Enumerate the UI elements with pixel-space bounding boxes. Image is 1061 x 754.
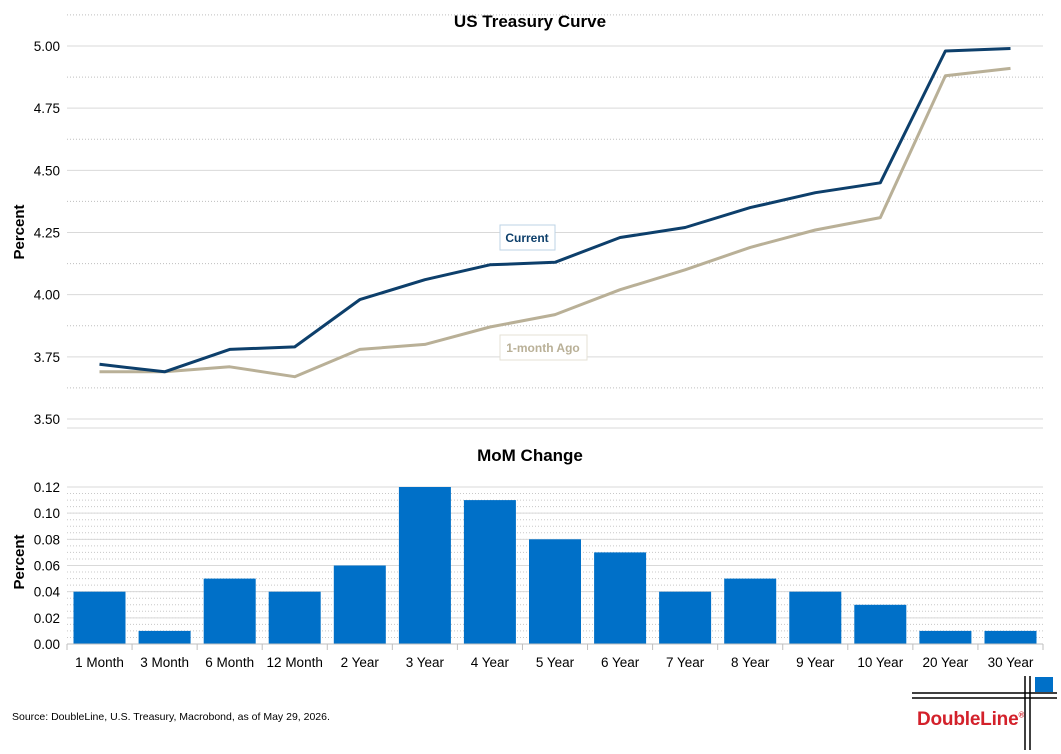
bar-chart-y-axis: 0.00 0.02 0.04 0.06 0.08 0.10 0.12: [34, 480, 61, 652]
bar-9-year: [789, 591, 842, 644]
bar-3-month: [138, 630, 191, 644]
legend-current-box: [499, 224, 556, 251]
bar-2-year: [333, 565, 386, 644]
bar-y-tick-label: 0.06: [34, 559, 60, 574]
x-tick-label: 3 Month: [140, 655, 189, 670]
bar-y-tick-label: 0.08: [34, 532, 60, 547]
x-tick-label: 5 Year: [536, 655, 575, 670]
line-y-tick-label: 4.50: [34, 163, 60, 178]
logo-crosshair-icon: [912, 676, 1057, 750]
line-chart-title: US Treasury Curve: [454, 12, 606, 31]
bar-y-tick-label: 0.00: [34, 637, 60, 652]
logo-accent-square: [1035, 677, 1053, 692]
line-chart-series: [99, 47, 1011, 379]
x-tick-label: 20 Year: [922, 655, 968, 670]
line-y-tick-label: 3.50: [34, 412, 60, 427]
legend-current-label: Current: [505, 231, 548, 245]
x-tick-label: 7 Year: [666, 655, 705, 670]
bar-y-tick-label: 0.02: [34, 611, 60, 626]
legend-month-ago-label: 1-month Ago: [506, 341, 580, 355]
x-tick-label: 1 Month: [75, 655, 124, 670]
bar-4-year: [463, 500, 516, 644]
bar-20-year: [919, 630, 972, 644]
x-tick-label: 10 Year: [857, 655, 903, 670]
bar-6-year: [594, 552, 647, 644]
logo-wordmark: DoubleLine®: [917, 709, 1025, 730]
x-tick-label: 8 Year: [731, 655, 770, 670]
x-tick-label: 12 Month: [267, 655, 323, 670]
bar-6-month: [203, 578, 256, 644]
bar-chart-bars: [67, 487, 1043, 645]
bar-y-tick-label: 0.12: [34, 480, 60, 495]
source-note: Source: DoubleLine, U.S. Treasury, Macro…: [12, 711, 330, 723]
bar-chart-title: MoM Change: [477, 446, 583, 465]
line-y-tick-label: 5.00: [34, 39, 60, 54]
bar-30-year: [984, 630, 1037, 644]
bar-chart-ylabel: Percent: [11, 534, 28, 589]
bar-y-tick-label: 0.10: [34, 506, 60, 521]
bar-10-year: [854, 604, 907, 645]
line-y-tick-label: 4.00: [34, 288, 60, 303]
bar-3-year: [398, 487, 451, 644]
line-y-tick-label: 4.25: [34, 226, 60, 241]
bar-12-month: [268, 591, 321, 644]
x-tick-label: 2 Year: [341, 655, 380, 670]
bar-y-tick-label: 0.04: [34, 585, 61, 600]
series-line-1-month-ago: [99, 66, 1011, 379]
series-line-current: [99, 47, 1011, 374]
x-tick-label: 6 Month: [205, 655, 254, 670]
line-chart-grid: [67, 14, 1043, 429]
line-chart-legend: Current 1-month Ago: [499, 224, 588, 361]
line-y-tick-label: 4.75: [34, 101, 60, 116]
doubleline-logo: DoubleLine®: [912, 676, 1057, 750]
x-tick-label: 4 Year: [471, 655, 510, 670]
x-tick-label: 3 Year: [406, 655, 445, 670]
bar-8-year: [724, 578, 777, 644]
bar-7-year: [659, 591, 712, 644]
x-tick-label: 9 Year: [796, 655, 835, 670]
line-chart-ylabel: Percent: [11, 204, 28, 259]
line-chart-y-axis: 3.50 3.75 4.00 4.25 4.50 4.75 5.00: [34, 39, 60, 427]
bar-5-year: [529, 539, 581, 644]
line-y-tick-label: 3.75: [34, 350, 60, 365]
legend-month-ago-box: [499, 334, 588, 361]
bar-chart-x-axis: 1 Month 3 Month 6 Month 12 Month 2 Year 3 Yea…: [66, 644, 1044, 670]
bar-1-month: [73, 591, 126, 644]
x-tick-label: 6 Year: [601, 655, 640, 670]
x-tick-label: 30 Year: [988, 655, 1034, 670]
